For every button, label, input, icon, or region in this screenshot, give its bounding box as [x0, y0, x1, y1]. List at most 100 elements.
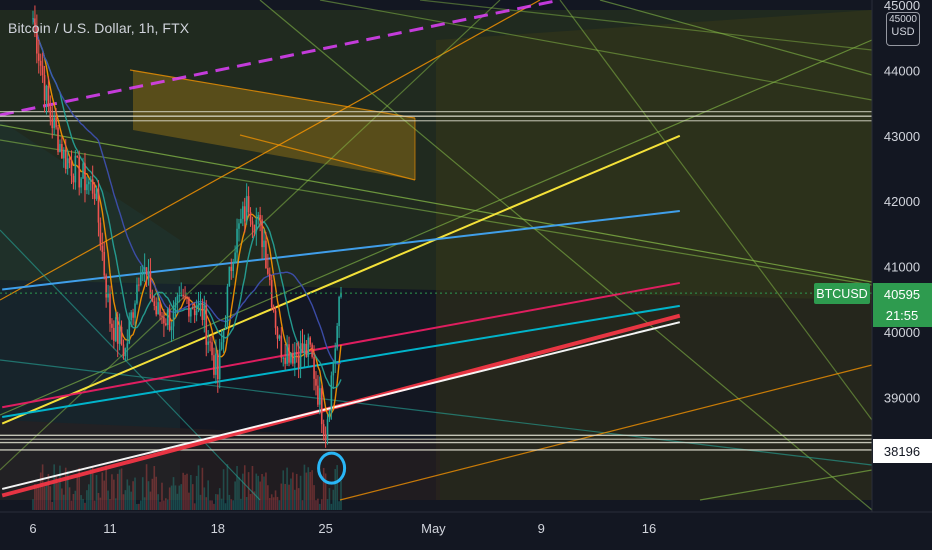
volume-bar	[138, 503, 140, 510]
volume-bar	[163, 500, 165, 510]
volume-bar	[334, 469, 337, 510]
price-axis-background	[872, 0, 932, 512]
volume-bar	[270, 494, 273, 510]
candle-body	[188, 297, 190, 317]
candle-body	[32, 18, 34, 20]
candle-body	[95, 188, 98, 199]
candle-body	[126, 343, 129, 349]
candle-body	[147, 271, 150, 275]
y-tick-label: 45000	[884, 0, 920, 13]
volume-bar	[88, 484, 90, 510]
volume-bar	[249, 494, 252, 510]
candle-body	[116, 317, 119, 344]
candle-body	[128, 320, 131, 344]
volume-bar	[64, 467, 67, 510]
volume-bar	[141, 477, 144, 510]
candle-body	[255, 219, 258, 232]
volume-bar	[176, 493, 179, 510]
candle-body	[305, 343, 308, 357]
volume-bar	[265, 472, 267, 510]
candle-body	[228, 266, 231, 287]
candle-body	[89, 179, 92, 182]
candle-body	[61, 144, 63, 159]
candle-body	[122, 344, 125, 357]
volume-bar	[184, 474, 186, 510]
candle-body	[334, 348, 337, 364]
volume-bar	[120, 468, 123, 510]
bar-countdown: 21:55	[886, 308, 919, 323]
volume-bar	[39, 472, 42, 510]
currency-top-price: 45000	[889, 14, 917, 25]
candle-body	[88, 181, 90, 185]
volume-bar	[59, 465, 61, 510]
trendlines	[1, 134, 681, 498]
volume-bar	[234, 481, 236, 510]
shaded-zones	[0, 10, 872, 500]
candle-body	[278, 335, 281, 339]
candle-body	[257, 214, 260, 220]
volume-bar	[61, 488, 63, 510]
volume-bar	[207, 480, 209, 510]
x-tick-label: 25	[318, 521, 332, 536]
candle-body	[161, 315, 163, 317]
candle-body	[70, 163, 73, 176]
candle-body	[130, 312, 132, 321]
candle-body	[226, 286, 229, 325]
candle-body	[311, 344, 313, 357]
drawing-lines	[0, 0, 873, 511]
trendline	[1, 134, 681, 425]
symbol-tag: BTCUSD	[814, 283, 870, 304]
candle-body	[197, 303, 200, 311]
candle-body	[113, 327, 115, 341]
volume-bar	[43, 486, 46, 510]
candle-body	[51, 118, 54, 129]
candle-body	[114, 317, 117, 341]
volume-bars	[32, 464, 342, 510]
candle-body	[207, 341, 209, 345]
volume-bar	[209, 500, 211, 510]
x-tick-label: 18	[211, 521, 225, 536]
currency-label: USD	[891, 26, 915, 38]
volume-bar	[136, 503, 138, 510]
candle-body	[238, 223, 240, 229]
volume-bar	[174, 485, 177, 510]
candle-body	[326, 419, 329, 441]
candle-body	[105, 275, 107, 298]
volume-bar	[222, 469, 225, 510]
candle-body	[66, 158, 69, 170]
candle-body	[290, 353, 292, 363]
candle-body	[132, 312, 134, 318]
volume-bar	[72, 493, 75, 510]
volume-bar	[91, 466, 94, 510]
candle-body	[103, 251, 106, 276]
volume-bar	[170, 485, 173, 510]
volume-bar	[97, 492, 100, 510]
volume-bar	[286, 467, 288, 510]
volume-bar	[53, 464, 55, 510]
candle-body	[134, 303, 136, 318]
candle-body	[338, 296, 340, 327]
volume-bar	[130, 491, 132, 510]
volume-bar	[338, 501, 340, 510]
volume-bar	[263, 476, 265, 510]
volume-bar	[118, 469, 121, 510]
candle-body	[295, 352, 298, 355]
volume-bar	[215, 494, 217, 510]
candle-body	[328, 411, 331, 420]
volume-bar	[182, 472, 184, 510]
candle-body	[47, 85, 50, 107]
candle-body	[224, 324, 227, 330]
price-axis[interactable]: 39000 40000 41000 42000 43000 44000 45000	[884, 0, 920, 405]
volume-bar	[34, 484, 36, 510]
candle-body	[57, 127, 59, 153]
volume-bar	[49, 486, 52, 510]
time-axis[interactable]: 6 11 18 25 May 9 16	[29, 521, 656, 536]
candle-body	[168, 309, 171, 331]
chart-title: Bitcoin / U.S. Dollar, 1h, FTX	[8, 20, 190, 36]
symbol-tag-label: BTCUSD	[816, 287, 867, 301]
candle-body	[84, 163, 86, 191]
volume-bar	[109, 499, 111, 510]
candle-body	[284, 357, 286, 364]
currency-selector[interactable]: 45000 USD	[886, 12, 920, 46]
